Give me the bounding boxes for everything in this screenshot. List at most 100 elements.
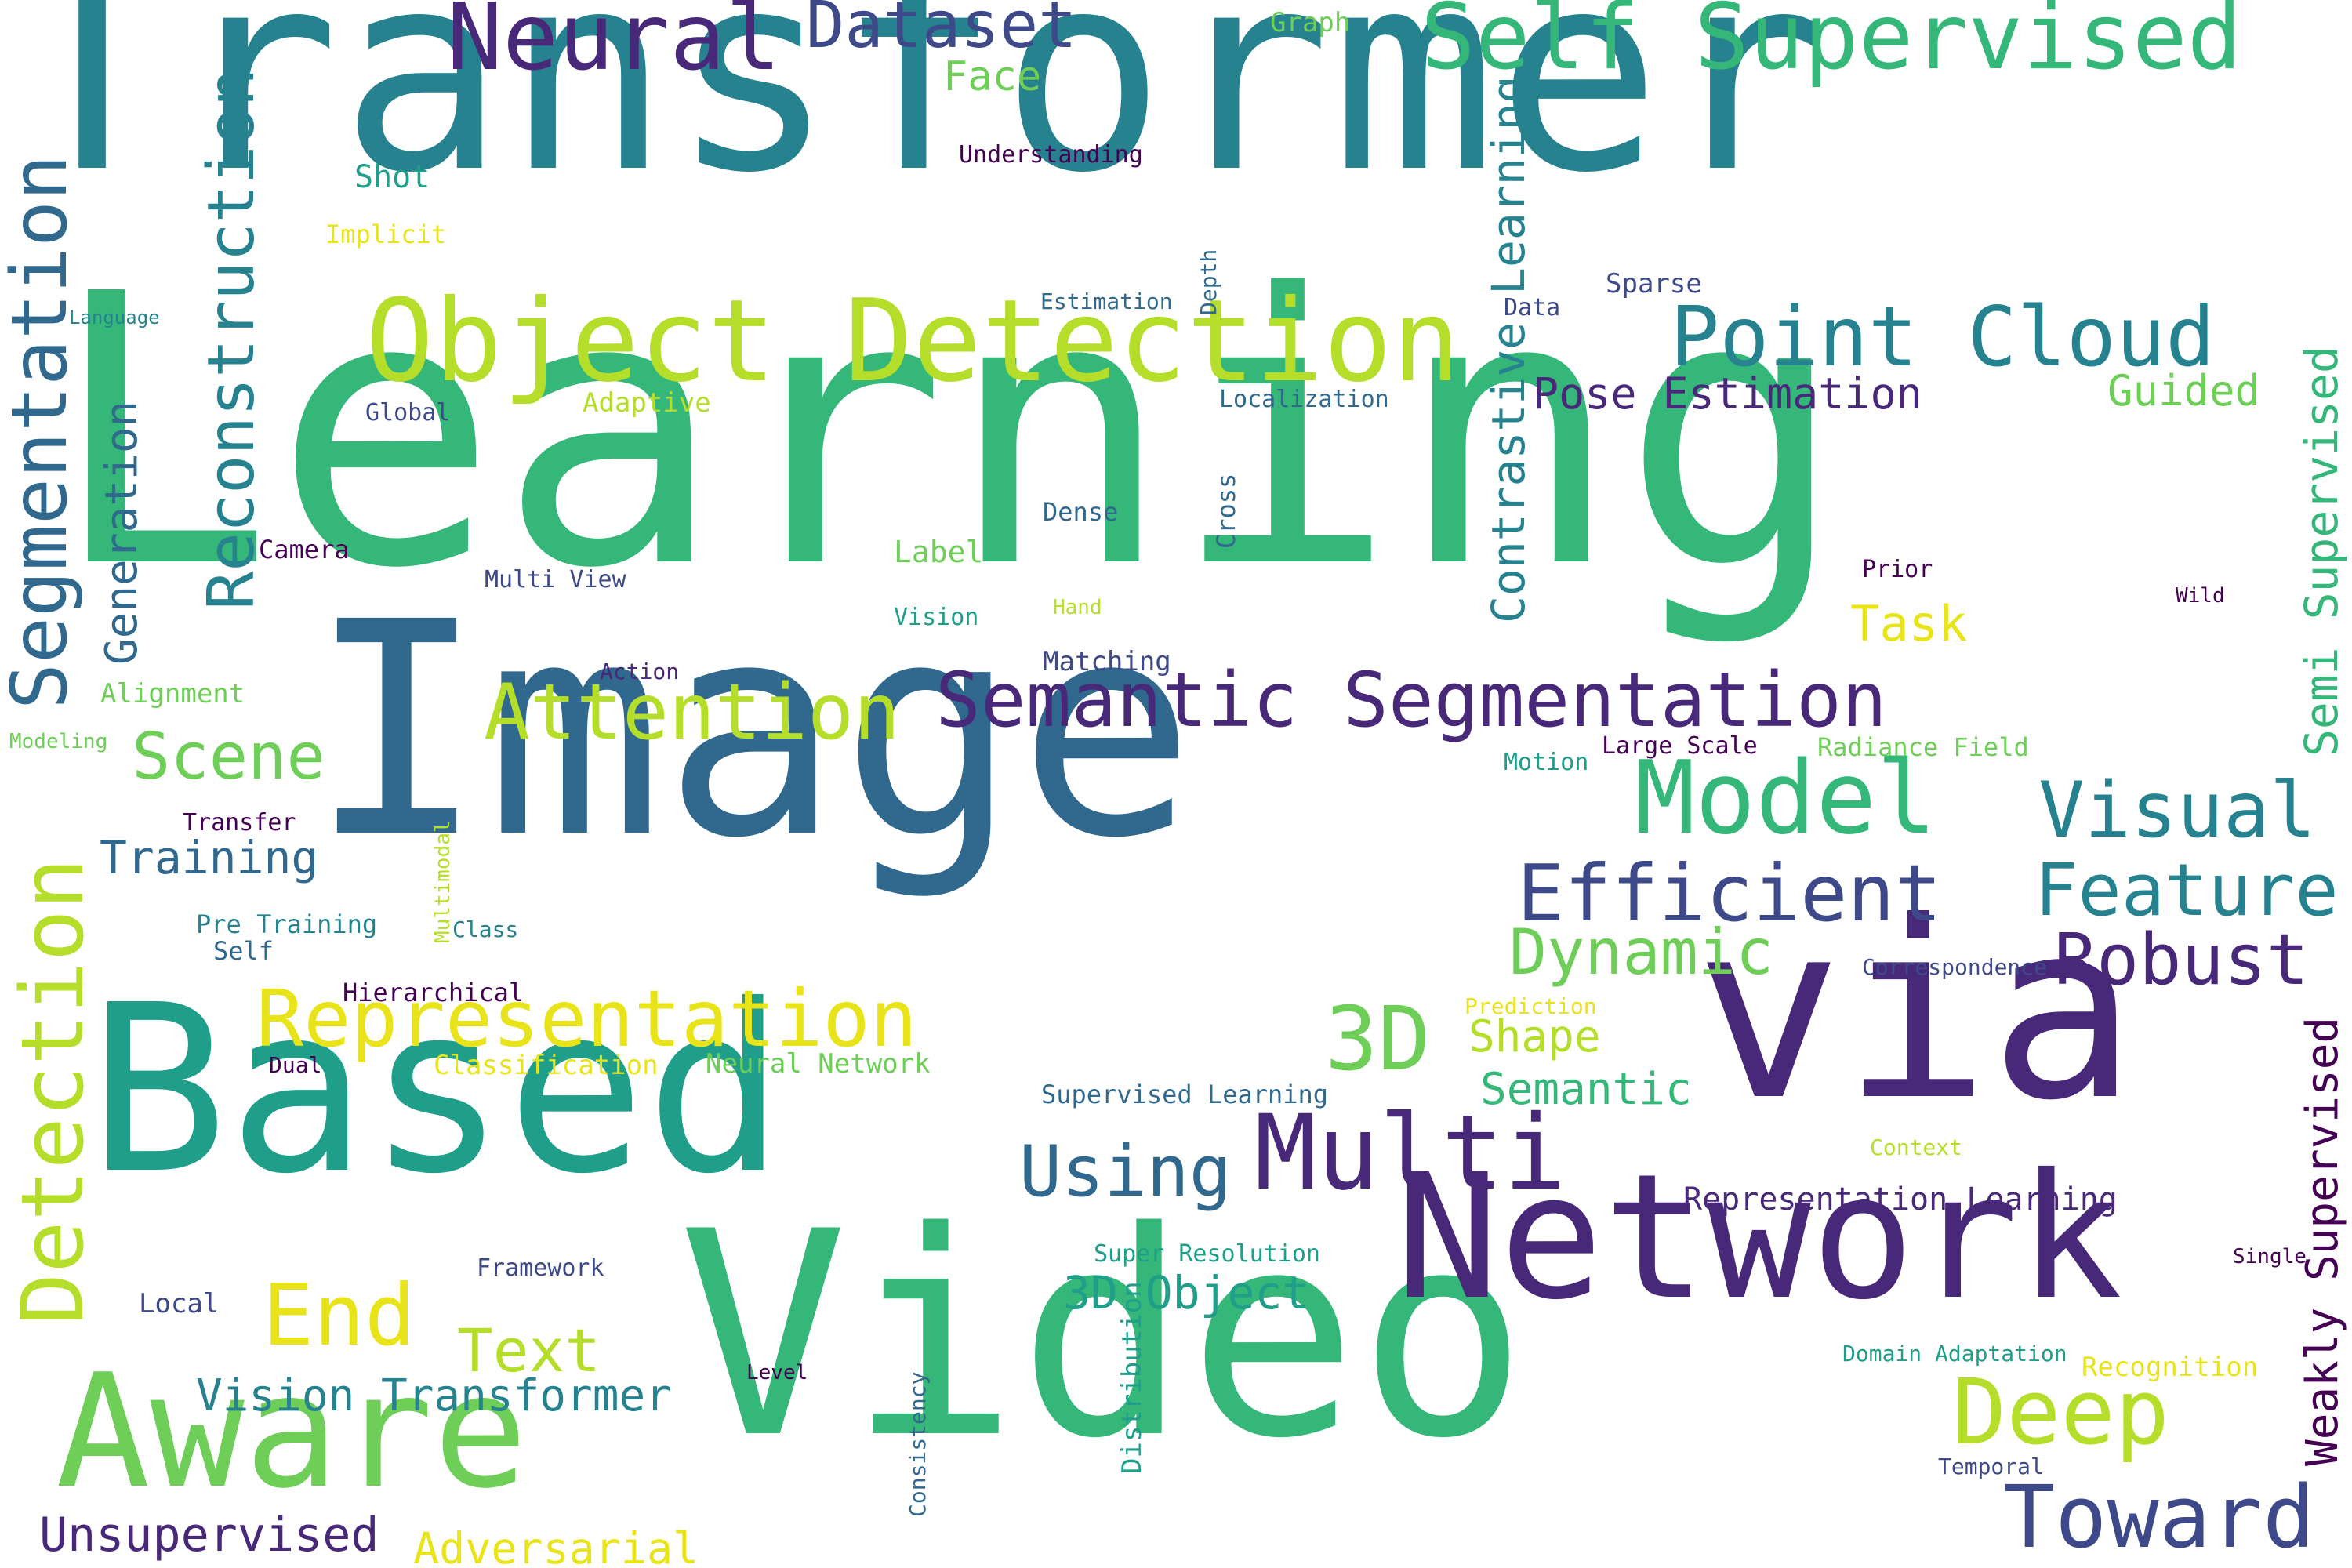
word-task: Task [1850,595,1968,652]
word-feature: Feature [2034,848,2339,932]
word-detection: Detection [2,857,103,1325]
word-supervised-learning: Supervised Learning [1041,1080,1329,1109]
word-face: Face [943,53,1042,100]
word-learning: Learning [49,216,1846,650]
word-context: Context [1870,1134,1963,1160]
word-3d-object: 3D Object [1063,1266,1310,1319]
word-language: Language [69,307,160,328]
word-visual: Visual [2038,766,2317,855]
word-alignment: Alignment [100,678,245,710]
word-prior: Prior [1862,556,1933,583]
word-framework: Framework [477,1254,604,1282]
word-implicit: Implicit [325,220,447,249]
word-weakly-supervised: Weakly Supervised [2297,1016,2348,1466]
word-dense: Dense [1043,497,1119,527]
word-transfer: Transfer [183,809,296,837]
word-level: Level [746,1361,808,1385]
word-prediction: Prediction [1465,993,1597,1019]
word-training: Training [100,831,319,884]
word-shape: Shape [1468,1011,1601,1062]
word-understanding: Understanding [959,141,1143,169]
word-end: End [263,1267,416,1365]
word-using: Using [1019,1131,1232,1213]
word-wild: Wild [2176,584,2225,608]
word-3d: 3D [1325,989,1431,1091]
word-multimodal: Multimodal [431,820,455,943]
word-class: Class [452,916,519,942]
word-recognition: Recognition [2082,1352,2259,1383]
word-shot: Shot [354,159,430,195]
word-pre-training: Pre Training [196,909,378,939]
word-semantic: Semantic [1480,1064,1692,1115]
word-hierarchical: Hierarchical [343,978,524,1007]
word-depth: Depth [1196,249,1221,315]
word-based: Based [89,955,786,1225]
word-image: Image [308,559,1196,902]
word-hand: Hand [1053,596,1102,619]
word-local: Local [139,1288,220,1319]
word-unsupervised: Unsupervised [39,1508,379,1563]
word-dual: Dual [269,1052,322,1078]
word-efficient: Efficient [1517,848,1942,939]
word-robust: Robust [2054,919,2310,1001]
word-object-detection: Object Detection [365,275,1461,408]
word-aware: Aware [56,1341,528,1523]
word-consistency: Consistency [905,1371,931,1517]
word-self: Self [213,936,274,966]
word-vision-transformer: Vision Transformer [196,1370,672,1421]
word-adaptive: Adaptive [583,387,711,419]
word-network: Network [1396,1137,2123,1338]
word-guided: Guided [2107,366,2261,416]
word-motion: Motion [1504,749,1589,776]
word-scene: Scene [132,720,325,794]
word-semi-supervised: Semi Supervised [2295,346,2348,757]
word-representation: Representation [256,973,917,1065]
word-action: Action [600,659,680,684]
word-model: Model [1635,740,1937,857]
word-vision: Vision [894,604,979,631]
word-localization: Localization [1219,386,1389,413]
word-radiance-field: Radiance Field [1817,732,2029,762]
word-domain-adaptation: Domain Adaptation [1842,1341,2067,1367]
word-neural-network: Neural Network [706,1048,931,1080]
word-semantic-segmentation: Semantic Segmentation [935,656,1887,744]
word-text: Text [457,1316,601,1385]
word-reconstruction: Reconstruction [194,67,269,610]
word-estimation: Estimation [1040,289,1173,314]
word-segmentation: Segmentation [0,154,85,710]
word-camera: Camera [259,535,350,564]
word-super-resolution: Super Resolution [1094,1240,1320,1268]
word-generation: Generation [96,400,147,665]
word-data: Data [1504,294,1561,321]
word-attention: Attention [484,668,901,757]
word-contrastive-learning: Contrastive Learning [1482,75,1535,623]
word-adversarial: Adversarial [413,1523,699,1568]
word-via: via [1695,869,2137,1154]
word-sparse: Sparse [1606,268,1702,299]
word-correspondence: Correspondence [1862,954,2048,980]
word-toward: Toward [2003,1467,2315,1567]
word-modeling: Modeling [9,730,108,753]
word-matching: Matching [1043,646,1171,677]
word-temporal: Temporal [1938,1454,2044,1479]
word-video: Video [678,1171,1528,1500]
word-global: Global [365,399,451,426]
word-cross: Cross [1211,473,1241,549]
word-representation-learning: Representation Learning [1683,1181,2118,1218]
word-multi-view: Multi View [485,566,626,593]
word-multi: Multi [1254,1093,1566,1214]
word-label: Label [894,535,984,569]
word-distribution: Distribution [1116,1281,1148,1474]
word-pose-estimation: Pose Estimation [1533,368,1922,419]
word-single: Single [2233,1245,2307,1269]
word-classification: Classification [434,1050,659,1081]
word-dynamic: Dynamic [1509,916,1774,989]
word-point-cloud: Point Cloud [1670,289,2216,385]
word-large-scale: Large Scale [1602,732,1758,760]
word-neural: Neural [447,0,782,91]
word-self-supervised: Self Supervised [1421,0,2242,90]
word-deep: Deep [1952,1360,2169,1465]
word-transformer: Transformer [9,0,1827,233]
word-graph: Graph [1270,7,1351,38]
